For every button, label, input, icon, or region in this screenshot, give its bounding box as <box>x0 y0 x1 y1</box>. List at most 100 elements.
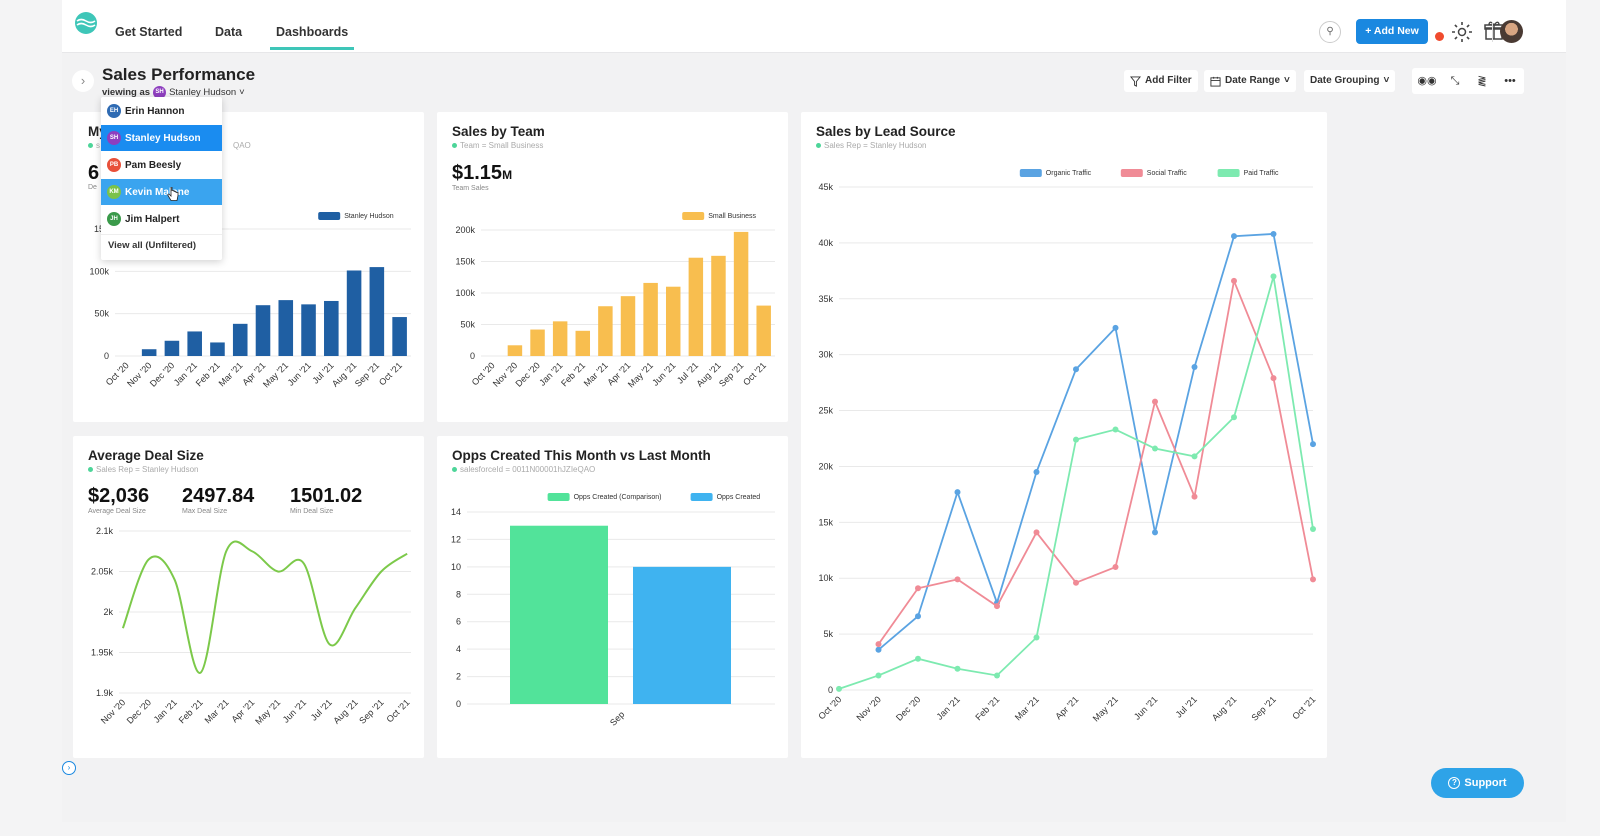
dropdown-item-erin-hannon[interactable]: EH Erin Hannon <box>101 98 222 124</box>
add-new-button[interactable]: + Add New <box>1356 19 1428 44</box>
more-icon[interactable]: ••• <box>1504 75 1516 87</box>
x-tick-label: Sep '21 <box>717 360 745 388</box>
binoculars-icon[interactable]: ◉◉ <box>1417 75 1437 87</box>
app-logo-icon[interactable] <box>74 11 98 35</box>
data-point <box>1112 324 1119 331</box>
team-sales-unit: M <box>502 168 513 182</box>
legend-swatch <box>1019 169 1042 177</box>
gear-icon[interactable] <box>1450 20 1474 44</box>
y-tick-label: 4 <box>456 644 461 654</box>
data-point <box>954 665 961 672</box>
team-sales-metric: $1.15M <box>452 162 512 185</box>
card-filter: Sales Rep = Stanley Hudson <box>816 141 927 150</box>
data-point <box>1310 576 1316 583</box>
user-avatar[interactable] <box>1500 20 1523 43</box>
x-tick-label: Nov '20 <box>854 694 882 722</box>
user-avatar: PB <box>107 158 121 172</box>
chevron-down-icon: ˅ <box>1383 75 1390 86</box>
legend-swatch <box>690 493 713 501</box>
legend-label: Small Business <box>708 213 756 220</box>
x-tick-label: Mar '21 <box>1013 694 1041 722</box>
max-deal-label: Max Deal Size <box>182 508 228 515</box>
dropdown-item-pam-beesly[interactable]: PB Pam Beesly <box>101 152 222 178</box>
card-opps-created: Opps Created This Month vs Last Month sa… <box>437 436 788 758</box>
date-range-button[interactable]: Date Range ˅ <box>1204 70 1296 92</box>
support-button[interactable]: ? Support <box>1431 768 1524 798</box>
dropdown-item-label: Jim Halpert <box>125 213 180 225</box>
x-tick-label: Apr '21 <box>1053 694 1080 721</box>
x-tick-label: Aug '21 <box>331 697 359 725</box>
y-tick-label: 0 <box>104 351 109 361</box>
x-tick-label: Nov '20 <box>99 697 127 725</box>
nav-get-started[interactable]: Get Started <box>115 25 183 39</box>
legend-label: Social Traffic <box>1147 170 1187 177</box>
bar <box>643 282 658 356</box>
sidebar-toggle-icon[interactable]: › <box>62 761 76 775</box>
data-point <box>1152 398 1158 405</box>
card-title: Average Deal Size <box>88 448 204 463</box>
dropdown-item-stanley-hudson[interactable]: SH Stanley Hudson <box>101 125 222 151</box>
legend-label: Opps Created <box>717 494 761 501</box>
expand-icon[interactable]: ⤡ <box>1450 75 1460 87</box>
chevron-right-icon[interactable]: › <box>72 70 94 92</box>
support-label: Support <box>1464 777 1507 789</box>
data-point <box>994 672 1000 679</box>
x-tick-label: May '21 <box>261 360 290 389</box>
chevron-down-icon: ˅ <box>1284 75 1290 86</box>
my-sales-metric: 6 <box>88 162 100 184</box>
y-tick-label: 5k <box>823 629 833 639</box>
card-filter-tail: QAO <box>233 141 251 150</box>
date-grouping-button[interactable]: Date Grouping ˅ <box>1304 70 1396 92</box>
data-point <box>1270 273 1277 280</box>
date-grouping-label: Date Grouping <box>1310 75 1380 86</box>
card-filter-text: s <box>96 141 100 150</box>
card-filter-text: salesforceId = 0011N00001hJZIeQAO <box>460 465 596 474</box>
x-tick-label: May '21 <box>1091 694 1120 723</box>
add-filter-button[interactable]: Add Filter <box>1124 70 1198 92</box>
bar <box>665 286 681 356</box>
bar <box>187 331 202 356</box>
add-filter-label: Add Filter <box>1145 75 1192 86</box>
x-tick-label: Sep '21 <box>353 360 381 388</box>
y-tick-label: 100k <box>89 266 109 276</box>
view-all-unfiltered-link[interactable]: View all (Unfiltered) <box>108 240 196 251</box>
nav-dashboards[interactable]: Dashboards <box>269 25 355 50</box>
toolbar-icon-group <box>1412 68 1524 94</box>
data-point <box>994 603 1000 610</box>
user-avatar: EH <box>107 104 121 118</box>
search-icon[interactable]: ⚲ <box>1319 21 1341 43</box>
card-sales-by-lead-source: Sales by Lead Source Sales Rep = Stanley… <box>801 112 1327 758</box>
x-tick-label: Sep '21 <box>357 697 385 725</box>
bar <box>392 317 407 356</box>
x-tick-label: Oct '21 <box>385 697 412 724</box>
dropdown-item-jim-halpert[interactable]: JH Jim Halpert <box>101 206 222 232</box>
lead-source-chart: 0 5k 10k 15k 20k 25k 30k 35k 40k 45k Oct '20 Nov '2… <box>816 169 1317 724</box>
x-tick-label: Aug '21 <box>1210 694 1238 722</box>
bar <box>164 340 180 356</box>
data-point <box>1112 426 1119 433</box>
share-icon[interactable]: ⪔ <box>1477 75 1487 87</box>
data-point <box>875 672 882 679</box>
data-point <box>1310 526 1316 533</box>
bar <box>756 305 771 356</box>
y-tick-label: 100k <box>455 288 475 298</box>
bar <box>346 270 362 356</box>
dropdown-item-kevin-malone[interactable]: KM Kevin Malone <box>101 179 222 205</box>
nav-data[interactable]: Data <box>215 25 243 39</box>
card-filter: Sales Rep = Stanley Hudson <box>88 465 199 474</box>
data-point <box>1073 366 1079 373</box>
data-point <box>915 613 921 620</box>
viewing-as-selector[interactable]: viewing as SH Stanley Hudson ˅ <box>102 86 245 99</box>
data-point <box>1191 363 1198 370</box>
dropdown-divider <box>101 234 222 235</box>
y-tick-label: 50k <box>460 320 475 330</box>
y-tick-label: 12 <box>451 534 461 544</box>
calendar-icon <box>1210 76 1221 87</box>
legend-label: Paid Traffic <box>1244 170 1279 177</box>
legend-label: Opps Created (Comparison) <box>574 494 662 501</box>
data-point <box>1033 529 1040 536</box>
x-tick-label: Feb '21 <box>973 694 1001 722</box>
opps-chart: 0 2 4 6 8 10 12 14 Sep Opps Created Opps Created (… <box>451 493 775 728</box>
bar <box>711 255 726 356</box>
